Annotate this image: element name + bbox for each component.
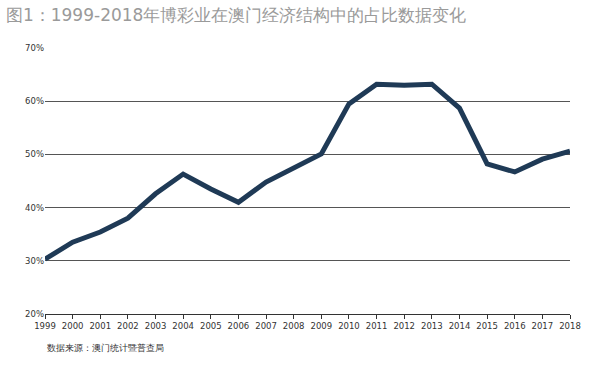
svg-text:2012: 2012 (393, 321, 415, 331)
svg-text:2018: 2018 (559, 321, 581, 331)
svg-text:2011: 2011 (366, 321, 388, 331)
svg-text:2006: 2006 (228, 321, 250, 331)
svg-text:70%: 70% (25, 43, 44, 53)
svg-text:1999: 1999 (34, 321, 56, 331)
svg-text:40%: 40% (25, 203, 44, 213)
svg-text:2014: 2014 (449, 321, 471, 331)
svg-text:30%: 30% (25, 256, 44, 266)
svg-text:2009: 2009 (310, 321, 332, 331)
svg-text:2007: 2007 (255, 321, 277, 331)
svg-text:60%: 60% (25, 96, 44, 106)
svg-text:2001: 2001 (89, 321, 111, 331)
svg-text:2017: 2017 (532, 321, 554, 331)
svg-text:50%: 50% (25, 149, 44, 159)
svg-text:2000: 2000 (62, 321, 84, 331)
svg-text:2010: 2010 (338, 321, 360, 331)
svg-text:2016: 2016 (504, 321, 526, 331)
svg-text:2003: 2003 (145, 321, 167, 331)
svg-text:2013: 2013 (421, 321, 443, 331)
svg-text:数据来源：澳门统计暨普查局: 数据来源：澳门统计暨普查局 (47, 343, 164, 353)
svg-text:2005: 2005 (200, 321, 222, 331)
svg-text:2008: 2008 (283, 321, 305, 331)
svg-text:2004: 2004 (172, 321, 194, 331)
svg-text:2015: 2015 (476, 321, 498, 331)
svg-text:20%: 20% (25, 309, 44, 319)
svg-text:图1：1999-2018年博彩业在澳门经济结构中的占比数据变: 图1：1999-2018年博彩业在澳门经济结构中的占比数据变化 (6, 5, 466, 25)
svg-text:2002: 2002 (117, 321, 139, 331)
